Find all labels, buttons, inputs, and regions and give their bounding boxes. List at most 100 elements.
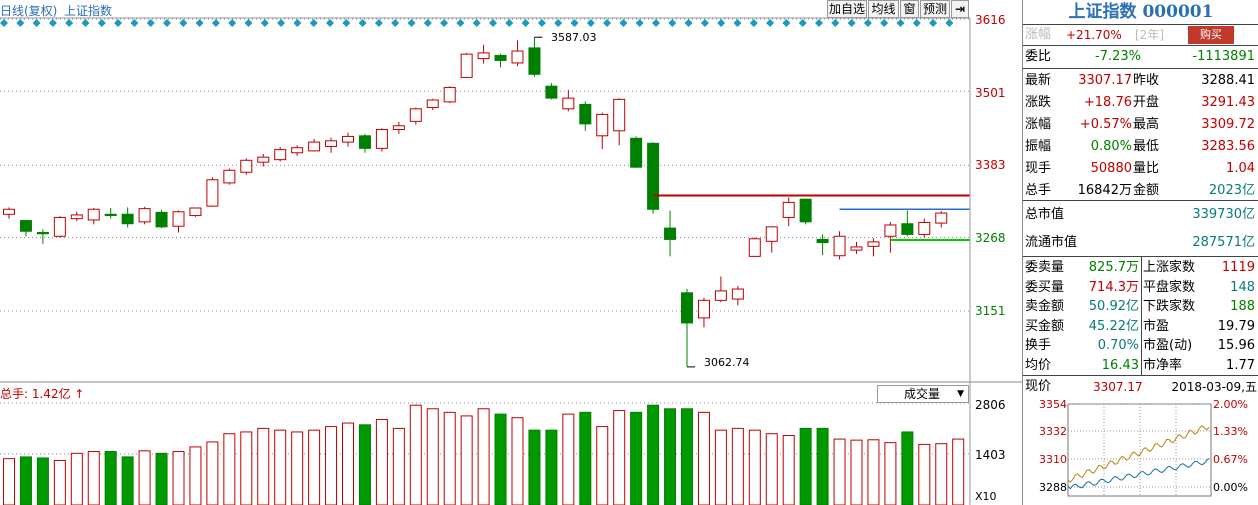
stat-value: 825.7万 xyxy=(1088,260,1139,275)
volume-bar xyxy=(206,441,219,505)
volume-bar xyxy=(291,431,304,505)
indicator-select[interactable]: 成交量 ▼ xyxy=(877,385,969,403)
volume-bar xyxy=(765,433,778,505)
current-price-row: 现价 3307.17 2018-03-09,五 xyxy=(1023,376,1258,398)
volume-bar xyxy=(664,408,677,505)
stat-label: 市盈 xyxy=(1143,318,1170,334)
candle xyxy=(3,207,15,219)
volume-bar xyxy=(274,429,287,505)
weibi-value: -1113891 xyxy=(1192,49,1255,64)
volume-total-label: 总手: 1.42亿 ↑ xyxy=(0,385,84,403)
candle xyxy=(460,52,473,79)
volume-bar xyxy=(952,438,965,505)
volume-bar xyxy=(731,427,744,505)
weibi-row: 委比 -7.23% -1113891 xyxy=(1023,46,1258,68)
event-marker xyxy=(652,19,660,27)
candle xyxy=(291,145,304,156)
candle xyxy=(325,137,338,153)
kline-header: 日线(复权) 上证指数 xyxy=(0,0,830,18)
candle xyxy=(342,132,354,147)
candle xyxy=(545,83,558,100)
candle xyxy=(816,234,829,256)
event-marker xyxy=(733,19,742,27)
candle xyxy=(53,216,66,238)
event-marker xyxy=(586,19,595,27)
stat-label: 委买量 xyxy=(1025,279,1065,295)
quote-title: 上证指数 000001 xyxy=(1068,2,1214,22)
quote-value: 3307.17 xyxy=(1078,73,1132,88)
volume-bar xyxy=(884,442,897,505)
volume-bar xyxy=(697,411,710,505)
volume-bar xyxy=(935,443,948,505)
event-marker xyxy=(260,19,269,27)
quote-row: 振幅 0.80% 最低 3283.56 xyxy=(1023,136,1258,158)
quote-panel: 上证指数 000001 涨幅 +21.70% [2年] 购买 委比 -7.23%… xyxy=(1022,0,1258,505)
indicator-select-label: 成交量 xyxy=(904,387,941,401)
return-tag-label: 涨幅 xyxy=(1025,27,1052,42)
event-marker xyxy=(114,19,123,27)
volume-bar xyxy=(426,408,439,505)
quote-label: 开盘 xyxy=(1133,95,1160,110)
volume-bar xyxy=(918,443,931,505)
buy-button[interactable]: 购买 xyxy=(1188,26,1234,44)
quote-value: +0.57% xyxy=(1079,117,1132,132)
stat-label: 卖金额 xyxy=(1025,299,1065,314)
candle xyxy=(935,211,948,228)
candle xyxy=(477,44,490,64)
candle xyxy=(172,210,185,233)
event-marker xyxy=(0,19,8,27)
quote-label: 昨收 xyxy=(1133,73,1160,88)
candle xyxy=(714,276,727,303)
stat-label: 上涨家数 xyxy=(1143,260,1196,275)
volume-bar xyxy=(511,417,524,505)
volume-bar xyxy=(3,458,15,505)
event-marker xyxy=(326,19,334,27)
stat-value: 19.79 xyxy=(1217,318,1255,334)
stat-value: 45.22亿 xyxy=(1088,318,1139,334)
event-marker xyxy=(782,19,791,27)
add-watchlist-button[interactable]: 加自选 xyxy=(827,0,867,18)
event-marker xyxy=(896,19,905,27)
moving-average-button[interactable]: 均线 xyxy=(868,0,899,18)
mini-left-label: 3332 xyxy=(1039,425,1067,438)
quote-label: 振幅 xyxy=(1025,139,1052,154)
stat-row: 委买量 714.3万 平盘家数 148 xyxy=(1023,278,1258,297)
candle xyxy=(664,210,677,257)
stat-label: 换手 xyxy=(1025,338,1052,353)
candle xyxy=(511,40,524,67)
volume-bar xyxy=(70,452,83,505)
candle xyxy=(70,211,83,222)
event-marker xyxy=(472,19,481,27)
candle xyxy=(562,89,575,112)
volume-bar xyxy=(172,451,185,505)
candle xyxy=(833,231,846,260)
candle xyxy=(443,86,456,104)
event-marker xyxy=(391,19,400,27)
quote-row: 涨幅 +0.57% 最高 3309.72 xyxy=(1023,114,1258,136)
event-marker xyxy=(440,19,449,27)
weibi-pct: -7.23% xyxy=(1095,49,1141,64)
volume-bar xyxy=(850,439,863,505)
event-marker xyxy=(342,19,351,27)
mini-right-label: 0.00% xyxy=(1213,481,1248,494)
price-line xyxy=(1067,425,1210,483)
quote-label: 总手 xyxy=(1025,183,1052,198)
candle xyxy=(765,226,778,253)
forecast-button[interactable]: 预测 xyxy=(920,0,950,18)
candle xyxy=(884,221,897,253)
candle xyxy=(918,218,931,238)
event-marker xyxy=(831,19,840,27)
candle xyxy=(613,98,626,146)
event-marker xyxy=(146,19,155,27)
candle xyxy=(596,112,609,149)
event-marker xyxy=(48,19,57,27)
stat-value: 1.77 xyxy=(1226,357,1255,373)
stat-value: 15.96 xyxy=(1217,338,1255,353)
event-marker xyxy=(179,19,188,27)
window-button[interactable]: 窗 xyxy=(900,0,919,18)
quote-label: 现手 xyxy=(1025,161,1052,176)
current-price-value: 3307.17 xyxy=(1093,380,1143,394)
stat-label: 委卖量 xyxy=(1025,260,1065,275)
quote-value: 3283.56 xyxy=(1201,139,1255,154)
stat-label: 市净率 xyxy=(1143,357,1183,373)
